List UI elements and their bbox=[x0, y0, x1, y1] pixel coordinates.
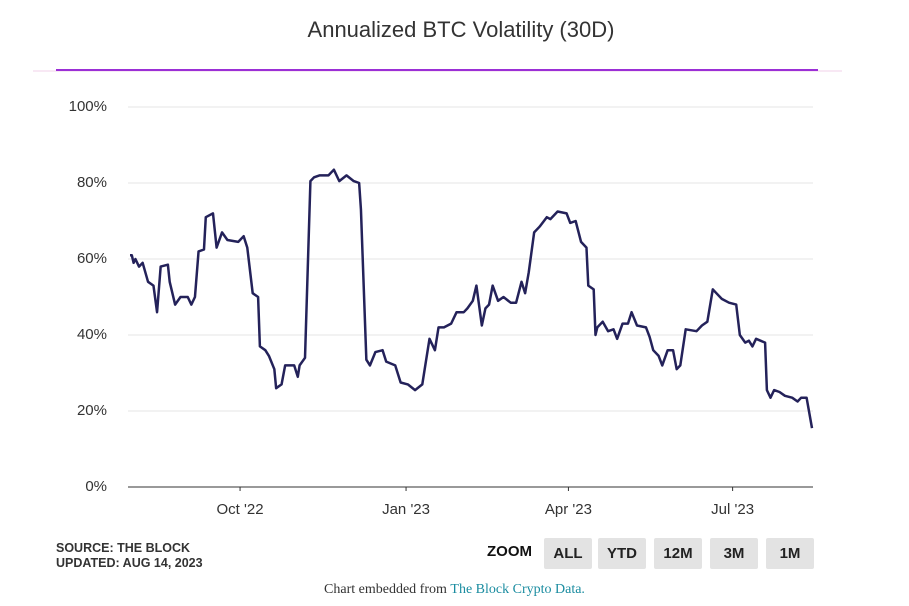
footer-link[interactable]: The Block Crypto Data. bbox=[450, 582, 585, 597]
zoom-button[interactable]: 12M bbox=[654, 538, 702, 569]
x-tick-label: Jan '23 bbox=[382, 501, 430, 518]
y-tick-label: 40% bbox=[77, 326, 107, 343]
zoom-button[interactable]: YTD bbox=[598, 538, 646, 569]
y-tick-label: 20% bbox=[77, 402, 107, 419]
y-tick-label: 60% bbox=[77, 250, 107, 267]
y-tick-label: 100% bbox=[69, 98, 107, 115]
y-tick-label: 0% bbox=[85, 478, 107, 495]
zoom-button[interactable]: 3M bbox=[710, 538, 758, 569]
y-tick-label: 80% bbox=[77, 174, 107, 191]
source: SOURCE: THE BLOCK bbox=[56, 541, 191, 555]
updated: UPDATED: AUG 14, 2023 bbox=[56, 556, 203, 570]
zoom-button[interactable]: ALL bbox=[544, 538, 592, 569]
footer-text: Chart embedded from bbox=[324, 582, 447, 597]
zoom-label: ZOOM bbox=[487, 543, 532, 560]
zoom-button[interactable]: 1M bbox=[766, 538, 814, 569]
footer: Chart embedded from The Block Crypto Dat… bbox=[0, 582, 909, 598]
x-tick-label: Apr '23 bbox=[545, 501, 592, 518]
line-series bbox=[130, 168, 814, 429]
x-tick-label: Oct '22 bbox=[217, 501, 264, 518]
x-tick-label: Jul '23 bbox=[711, 501, 754, 518]
chart-title: Annualized BTC Volatility (30D) bbox=[308, 17, 615, 42]
